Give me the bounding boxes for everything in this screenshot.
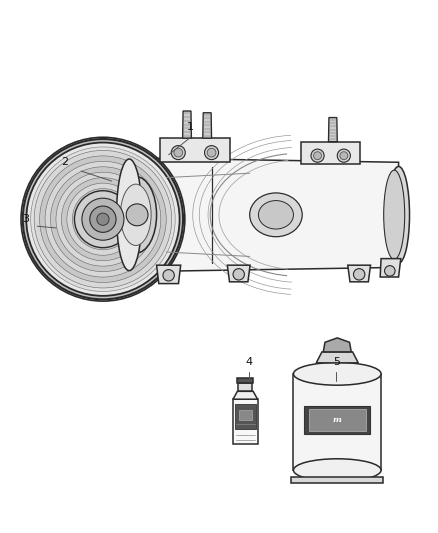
Polygon shape (291, 477, 383, 483)
Circle shape (39, 156, 166, 282)
Circle shape (97, 213, 109, 225)
Polygon shape (183, 111, 191, 138)
Ellipse shape (293, 459, 381, 481)
Circle shape (314, 152, 321, 159)
Ellipse shape (115, 176, 157, 253)
Circle shape (163, 270, 174, 281)
Polygon shape (227, 265, 250, 282)
Circle shape (353, 269, 365, 280)
Polygon shape (156, 265, 180, 284)
Circle shape (78, 194, 128, 244)
Ellipse shape (250, 193, 302, 237)
Ellipse shape (120, 184, 151, 246)
Circle shape (311, 149, 324, 162)
Circle shape (337, 149, 350, 162)
Circle shape (82, 198, 124, 240)
Polygon shape (309, 409, 366, 431)
Polygon shape (380, 259, 401, 277)
Circle shape (26, 142, 180, 296)
Text: 3: 3 (22, 214, 29, 223)
Circle shape (90, 206, 116, 232)
Circle shape (340, 152, 348, 159)
Text: 2: 2 (61, 157, 68, 167)
Text: 4: 4 (245, 357, 252, 367)
Circle shape (50, 167, 155, 272)
Circle shape (385, 265, 395, 276)
Circle shape (205, 146, 219, 159)
Polygon shape (328, 118, 337, 142)
Circle shape (31, 147, 175, 292)
Circle shape (171, 146, 185, 159)
Polygon shape (348, 265, 371, 282)
Circle shape (126, 204, 148, 226)
Polygon shape (203, 113, 212, 138)
Polygon shape (160, 138, 230, 162)
Circle shape (83, 199, 123, 239)
Polygon shape (301, 142, 360, 165)
Text: 5: 5 (333, 357, 340, 367)
Circle shape (45, 161, 161, 277)
Polygon shape (323, 338, 351, 352)
Polygon shape (233, 391, 258, 399)
Circle shape (56, 172, 150, 266)
Polygon shape (293, 374, 381, 470)
Polygon shape (238, 383, 252, 391)
Ellipse shape (384, 170, 405, 260)
Text: m: m (333, 416, 342, 424)
Circle shape (34, 150, 172, 288)
Circle shape (23, 139, 183, 300)
Circle shape (61, 177, 145, 261)
Polygon shape (237, 378, 253, 383)
Text: 1: 1 (187, 122, 194, 132)
Polygon shape (304, 406, 370, 434)
Ellipse shape (293, 362, 381, 385)
Polygon shape (129, 158, 399, 272)
Polygon shape (316, 352, 358, 363)
Polygon shape (239, 410, 252, 420)
Circle shape (233, 269, 244, 280)
Ellipse shape (117, 159, 142, 271)
Circle shape (72, 189, 134, 250)
Ellipse shape (388, 166, 410, 263)
Circle shape (207, 148, 216, 157)
Circle shape (67, 183, 139, 255)
Polygon shape (235, 405, 256, 429)
Circle shape (174, 148, 183, 157)
Circle shape (74, 191, 131, 248)
Ellipse shape (258, 200, 293, 229)
Polygon shape (233, 399, 258, 444)
